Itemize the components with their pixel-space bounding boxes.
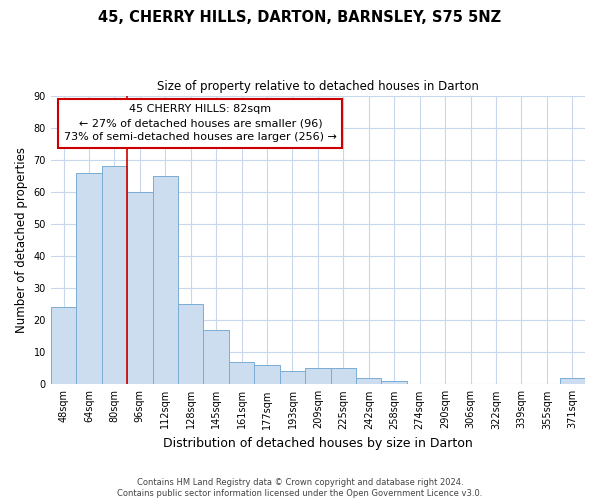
Bar [280,372,305,384]
Bar [127,192,152,384]
Bar [356,378,382,384]
Bar [203,330,229,384]
Bar [560,378,585,384]
Bar [229,362,254,384]
Bar [305,368,331,384]
Text: 45, CHERRY HILLS, DARTON, BARNSLEY, S75 5NZ: 45, CHERRY HILLS, DARTON, BARNSLEY, S75 … [98,10,502,25]
Bar [382,381,407,384]
Text: 45 CHERRY HILLS: 82sqm
← 27% of detached houses are smaller (96)
73% of semi-det: 45 CHERRY HILLS: 82sqm ← 27% of detached… [64,104,337,142]
Y-axis label: Number of detached properties: Number of detached properties [15,147,28,333]
Text: Contains HM Land Registry data © Crown copyright and database right 2024.
Contai: Contains HM Land Registry data © Crown c… [118,478,482,498]
Bar [254,365,280,384]
Bar [331,368,356,384]
Bar [178,304,203,384]
X-axis label: Distribution of detached houses by size in Darton: Distribution of detached houses by size … [163,437,473,450]
Title: Size of property relative to detached houses in Darton: Size of property relative to detached ho… [157,80,479,93]
Bar [101,166,127,384]
Bar [76,172,101,384]
Bar [51,308,76,384]
Bar [152,176,178,384]
